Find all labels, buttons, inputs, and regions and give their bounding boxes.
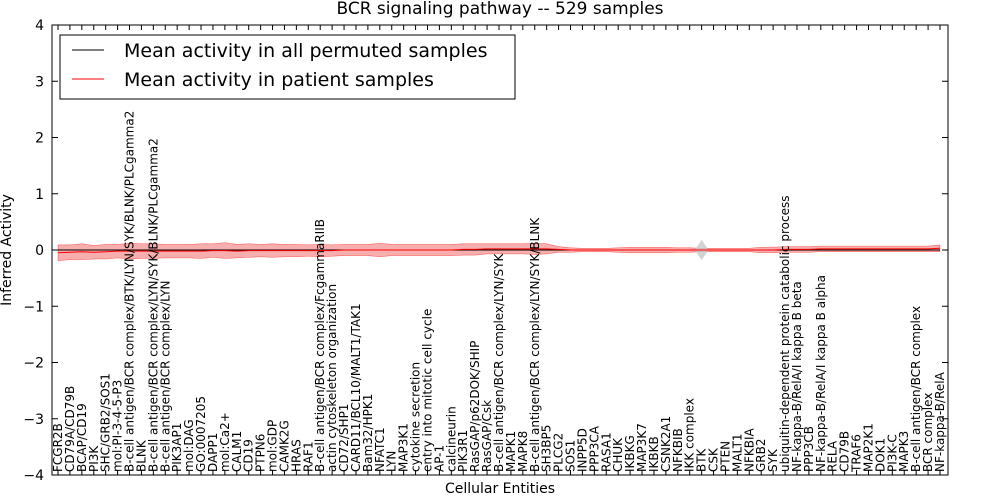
- y-tick-label: 1: [35, 187, 44, 203]
- x-tick-label: PIK3AP1: [170, 423, 184, 472]
- x-tick-label: CD79B: [838, 431, 852, 472]
- y-tick-label: −1: [23, 299, 44, 315]
- x-tick-label: B-cell antigen/BCR complex/LYN: [158, 280, 172, 472]
- x-tick-label: NFKBIA: [742, 427, 756, 472]
- x-tick-label: FCGR2B: [51, 423, 65, 472]
- x-tick-label: INPP5D: [575, 428, 589, 472]
- x-tick-label: CAMK2G: [278, 420, 292, 472]
- x-tick-label: PTPN6: [254, 434, 268, 472]
- x-tick-label: mol:GDP: [266, 420, 280, 472]
- x-tick-label: CSNK2A1: [659, 416, 673, 472]
- legend: Mean activity in all permuted samples Mea…: [59, 34, 516, 100]
- x-tick-label: MAPK8: [516, 431, 530, 472]
- x-tick-label: GRB2: [754, 438, 768, 472]
- y-axis: −4 −3 −2 −1 0 1 2 3 4: [23, 18, 948, 484]
- x-tick-label: LYN: [385, 451, 399, 472]
- x-tick-label: PLCG2: [552, 433, 566, 472]
- x-tick-label: CARD11/BCL10/MALT1/TAK1: [349, 303, 363, 472]
- x-tick-label: B-cell antigen/BCR complex/LYN/SYK: [492, 252, 506, 472]
- x-tick-label: NFATC1: [373, 427, 387, 472]
- plot-frame: [51, 24, 949, 476]
- x-tick-label: PIK3R1: [456, 430, 470, 472]
- x-tick-label: CHUK: [611, 437, 625, 472]
- x-tick-label: CD72/SHP1: [337, 404, 351, 472]
- x-tick-label: cytokine secretion: [409, 362, 423, 472]
- x-tick-label: NF-kappa-B/RelA: [933, 371, 947, 472]
- y-tick-label: −3: [23, 412, 44, 428]
- x-tick-label: PI3K: [87, 445, 101, 472]
- x-tick-label: mol:PI-3-4-5-P3: [111, 380, 125, 472]
- patient-mean-line: [57, 247, 941, 254]
- x-tick-label: SYK: [766, 448, 780, 472]
- x-tick-label: MAP2K1: [862, 423, 876, 472]
- x-tick-label: IKK complex: [683, 398, 697, 472]
- x-tick-label: BLNK: [134, 439, 148, 472]
- x-tick-label: PI3K-C: [885, 434, 899, 472]
- x-tick-label: Bam32/HPK1: [361, 394, 375, 472]
- y-tick-label: 3: [35, 74, 44, 90]
- x-axis-label: Cellular Entities: [445, 481, 555, 497]
- x-tick-label: SHC/GRB2/SOS1: [99, 373, 113, 472]
- x-tick-label: CD19: [242, 439, 256, 472]
- y-tick-label: −4: [23, 468, 44, 484]
- x-tick-label: TRAF6: [850, 434, 864, 473]
- x-tick-label: NFKBIB: [671, 428, 685, 472]
- x-tick-label: BCR complex: [921, 393, 935, 472]
- plot-area: [57, 239, 941, 261]
- x-tick-label: MAPK1: [504, 431, 518, 472]
- x-tick-label: mol:DAG: [182, 419, 196, 472]
- x-tick-label: MAP3K1: [397, 423, 411, 472]
- x-tick-label: RASA1: [599, 432, 613, 472]
- x-tick-label: CSK: [707, 447, 721, 472]
- x-tick-label: DAPP1: [206, 433, 220, 472]
- x-tick-label: B-cell antigen/BCR complex/FcgammaRIIB: [313, 219, 327, 472]
- x-tick-label: IKBKB: [647, 436, 661, 472]
- y-axis-label: Inferred Activity: [0, 194, 15, 306]
- x-tick-label: B-cell antigen/BCR complex: [909, 306, 923, 472]
- y-tick-label: 0: [35, 243, 44, 259]
- x-tick-label: mol:Ca2+: [218, 412, 232, 472]
- y-tick-label: −2: [23, 356, 44, 372]
- x-tick-label: SH3BP5: [540, 425, 554, 472]
- chart-title: BCR signaling pathway -- 529 samples: [336, 0, 663, 19]
- legend-label: Mean activity in patient samples: [124, 69, 434, 91]
- x-tick-label: BTK: [695, 447, 709, 472]
- x-tick-label: DOK1: [873, 438, 887, 472]
- x-tick-label: B-cell antigen/BCR complex/LYN/SYK/BLNK: [528, 217, 542, 472]
- x-tick-label: BCAP/CD19: [75, 403, 89, 472]
- x-tick-label: RELA: [826, 440, 840, 472]
- x-axis: FCGR2BCD79A/CD79BBCAP/CD19PI3KSHC/GRB2/S…: [51, 25, 947, 475]
- x-tick-label: MAP3K7: [635, 423, 649, 472]
- y-tick-label: 2: [35, 131, 44, 147]
- x-tick-label: B-cell antigen/BCR complex/BTK/LYN/SYK/B…: [123, 111, 137, 472]
- x-tick-label: RasGAP/p62DOK/SHIP: [468, 341, 482, 472]
- x-tick-label: GO:0007205: [194, 396, 208, 472]
- x-tick-label: PPP3CA: [587, 425, 601, 472]
- x-tick-label: CALM1: [230, 431, 244, 472]
- x-tick-label: IKBKG: [623, 435, 637, 472]
- x-tick-label: NF-kappa-B/RelA/I kappa B beta: [790, 281, 804, 472]
- x-tick-label: NF-kappa-B/RelA/I kappa B alpha: [814, 275, 828, 472]
- x-tick-label: B-cell antigen/BCR complex/LYN/SYK/BLNK/…: [146, 138, 160, 472]
- x-tick-label: MALT1: [730, 433, 744, 472]
- x-tick-label: calcineurin: [444, 406, 458, 472]
- x-tick-label: RasGAP/Csk: [480, 400, 494, 472]
- x-tick-label: ubiquitin-dependent protein catabolic pr…: [778, 196, 792, 472]
- x-tick-label: HRAS: [289, 439, 303, 472]
- y-tick-label: 4: [35, 18, 44, 34]
- x-tick-label: AP-1: [432, 445, 446, 472]
- legend-label: Mean activity in all permuted samples: [124, 40, 487, 62]
- x-tick-label: PPP3CB: [802, 426, 816, 472]
- x-tick-label: PTEN: [719, 441, 733, 472]
- x-tick-label: actin cytoskeleton organization: [325, 284, 339, 472]
- patient-spread-band: [57, 242, 941, 261]
- x-tick-label: RAF1: [301, 441, 315, 472]
- x-tick-label: CD79A/CD79B: [63, 386, 77, 472]
- legend-box: [59, 34, 516, 100]
- x-tick-label: MAPK3: [897, 431, 911, 472]
- x-tick-label: entry into mitotic cell cycle: [421, 309, 435, 472]
- x-tick-label: SOS1: [564, 440, 578, 472]
